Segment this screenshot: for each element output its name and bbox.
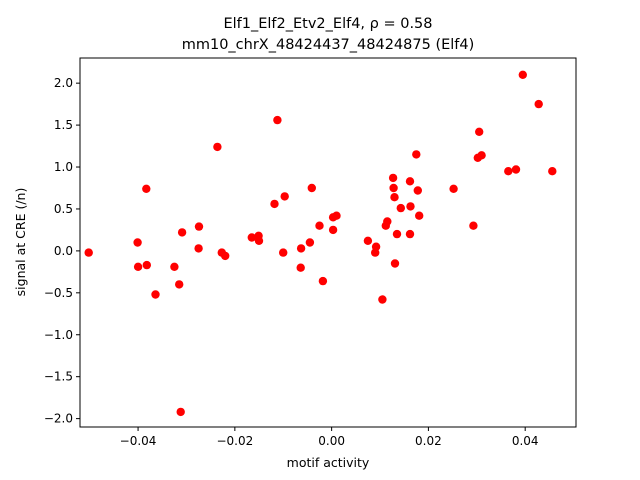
y-tick-label: 0.0 [54,244,73,258]
y-tick-label: 1.5 [54,118,73,132]
chart-title-line2: mm10_chrX_48424437_48424875 (Elf4) [182,37,475,53]
x-tick-label: 0.04 [512,434,539,448]
x-axis-label: motif activity [287,455,370,470]
data-point-17 [254,236,264,245]
data-point-4 [142,260,151,270]
data-point-52 [475,127,484,136]
data-point-33 [371,242,381,251]
data-point-55 [511,165,521,174]
data-point-9 [176,407,185,417]
data-point-34 [378,295,387,304]
data-point-10 [194,222,204,231]
data-point-58 [548,167,557,176]
data-point-15 [247,233,256,242]
chart-title-line1: Elf1_Elf2_Etv2_Elf4, ρ = 0.58 [223,16,432,32]
data-point-14 [221,251,230,261]
data-point-31 [363,236,373,245]
data-point-48 [415,211,424,220]
data-point-50 [469,221,478,230]
data-point-41 [392,229,402,239]
data-point-54 [504,167,513,176]
data-point-8 [177,228,187,237]
data-point-40 [390,259,400,268]
data-point-37 [388,173,398,183]
y-tick-label: −2.0 [44,412,73,426]
data-point-28 [328,225,338,235]
data-point-53 [477,151,486,160]
x-axis-ticks: −0.04 −0.02 0.00 0.02 0.04 [120,427,539,448]
data-point-27 [318,276,328,286]
data-point-36 [383,217,392,226]
data-point-3 [142,184,151,193]
data-point-22 [296,244,306,253]
data-point-47 [413,186,422,195]
y-tick-label: 0.5 [54,202,73,216]
y-tick-label: −1.0 [44,328,73,342]
data-point-46 [412,150,421,159]
data-point-45 [405,229,415,239]
data-points [84,70,557,417]
data-point-44 [406,202,415,211]
y-tick-label: 2.0 [54,76,73,90]
y-tick-label: 1.0 [54,160,73,174]
y-axis-label: signal at CRE (/n) [13,188,28,297]
data-point-1 [133,238,142,247]
data-point-5 [151,290,160,299]
data-point-57 [534,99,543,109]
data-point-25 [307,183,316,193]
data-point-26 [315,221,324,230]
x-tick-label: 0.02 [415,434,442,448]
data-point-30 [332,211,341,220]
data-point-0 [84,248,93,257]
data-point-12 [213,142,222,152]
data-point-18 [270,199,279,209]
data-point-42 [396,203,405,213]
x-tick-label: −0.04 [120,434,157,448]
data-point-11 [194,244,203,253]
y-tick-label: −0.5 [44,286,73,300]
data-point-21 [279,248,288,257]
data-point-49 [449,184,458,193]
data-point-7 [175,280,184,289]
y-axis-ticks: −2.0 −1.5 −1.0 −0.5 0.0 0.5 1.0 1.5 2.0 [44,76,80,426]
data-point-19 [273,115,282,125]
data-point-43 [405,177,415,186]
data-point-6 [170,262,179,271]
x-tick-label: 0.00 [318,434,345,448]
data-point-2 [133,262,143,271]
data-point-24 [305,238,315,247]
data-point-38 [389,183,398,193]
plot-frame [79,57,577,428]
data-point-23 [296,263,305,272]
data-point-39 [390,193,399,202]
data-point-56 [518,70,527,80]
y-tick-label: −1.5 [44,370,73,384]
x-tick-label: −0.02 [216,434,253,448]
data-point-20 [280,192,289,201]
